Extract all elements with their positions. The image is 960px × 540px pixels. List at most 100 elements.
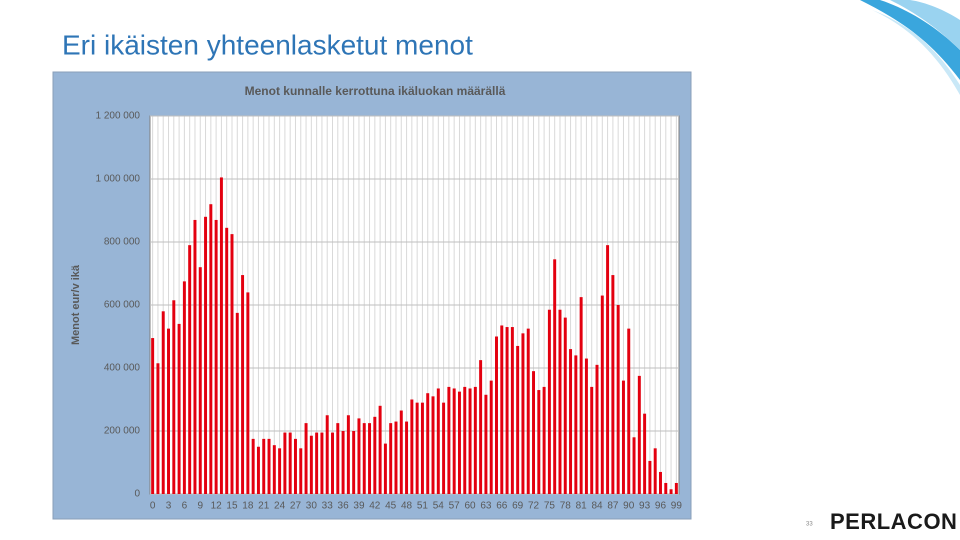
bar (431, 396, 435, 494)
x-tick-label: 0 (150, 501, 156, 512)
bar (669, 489, 673, 494)
bar (643, 413, 647, 494)
bar (278, 448, 282, 494)
bar (161, 311, 165, 494)
bar (426, 393, 430, 494)
x-tick-label: 3 (166, 501, 172, 512)
x-tick-label: 48 (401, 501, 413, 512)
bar (293, 438, 297, 494)
x-tick-label: 21 (258, 501, 270, 512)
bar (526, 328, 530, 494)
bar (405, 421, 409, 494)
x-tick-label: 18 (242, 501, 254, 512)
x-tick-label: 24 (274, 501, 286, 512)
bar (331, 432, 334, 494)
bar (442, 402, 446, 494)
bar (611, 275, 615, 494)
bar (378, 405, 382, 494)
bar (219, 177, 223, 495)
bar (542, 386, 546, 494)
slide-title: Eri ikäisten yhteenlasketut menot (62, 29, 473, 60)
bar (357, 418, 361, 494)
bar (394, 421, 398, 494)
bar (452, 388, 456, 494)
x-tick-label: 42 (369, 501, 381, 512)
bar (341, 431, 345, 494)
chart-title: Menot kunnalle kerrottuna ikäluokan määr… (245, 84, 506, 98)
bar (410, 399, 414, 494)
bar (574, 355, 578, 494)
x-tick-label: 72 (528, 501, 540, 512)
x-tick-label: 27 (290, 501, 302, 512)
bar (627, 328, 631, 494)
bar (447, 386, 451, 494)
x-tick-label: 12 (211, 501, 223, 512)
bar (235, 312, 239, 494)
bar (569, 349, 573, 494)
bar (606, 245, 610, 494)
x-tick-label: 87 (607, 501, 619, 512)
bar (399, 410, 403, 494)
bar (674, 482, 678, 494)
bar (500, 325, 504, 494)
bar (648, 460, 652, 494)
bar (256, 446, 260, 494)
x-tick-label: 93 (639, 501, 651, 512)
bar (505, 327, 509, 494)
bar (204, 216, 208, 495)
y-tick-label: 200 000 (104, 426, 141, 437)
y-axis-label: Menot eur/v ikä (70, 264, 82, 345)
bar (521, 333, 525, 494)
bar (664, 482, 668, 494)
bar (167, 328, 170, 494)
bar (225, 227, 229, 494)
bar (473, 386, 477, 494)
bar (653, 448, 657, 494)
bar (177, 323, 181, 494)
bar (352, 431, 356, 494)
bar (595, 364, 599, 494)
y-tick-label: 400 000 (104, 363, 141, 374)
bar (532, 371, 536, 494)
bar (188, 245, 192, 494)
y-tick-label: 1 000 000 (96, 174, 141, 185)
bar (325, 415, 329, 494)
page-number: 33 (806, 522, 813, 528)
bar (182, 281, 186, 494)
bar (272, 445, 276, 494)
bar (547, 309, 551, 494)
bar (389, 423, 393, 494)
bar (320, 432, 324, 494)
x-tick-label: 9 (197, 501, 203, 512)
bar (315, 432, 319, 494)
bar (288, 432, 292, 494)
x-tick-label: 15 (226, 501, 238, 512)
x-tick-label: 54 (433, 501, 445, 512)
bar (304, 423, 308, 494)
bar (632, 437, 636, 494)
bar (336, 423, 340, 494)
x-tick-label: 75 (544, 501, 556, 512)
x-tick-label: 60 (464, 501, 476, 512)
bar (510, 327, 514, 494)
bar (479, 360, 483, 494)
bar (484, 394, 488, 494)
x-tick-label: 63 (480, 501, 492, 512)
bar (457, 391, 461, 494)
bar (246, 292, 250, 494)
bar (241, 275, 245, 494)
y-tick-label: 600 000 (104, 300, 141, 311)
bar (621, 380, 625, 494)
x-tick-label: 78 (560, 501, 572, 512)
bar (659, 471, 662, 494)
bar (516, 345, 520, 494)
bar (368, 423, 372, 494)
bar (420, 402, 424, 494)
bar (299, 448, 303, 494)
bar (537, 390, 541, 494)
y-tick-label: 800 000 (104, 237, 141, 248)
bar (558, 309, 562, 494)
bar (373, 416, 377, 494)
